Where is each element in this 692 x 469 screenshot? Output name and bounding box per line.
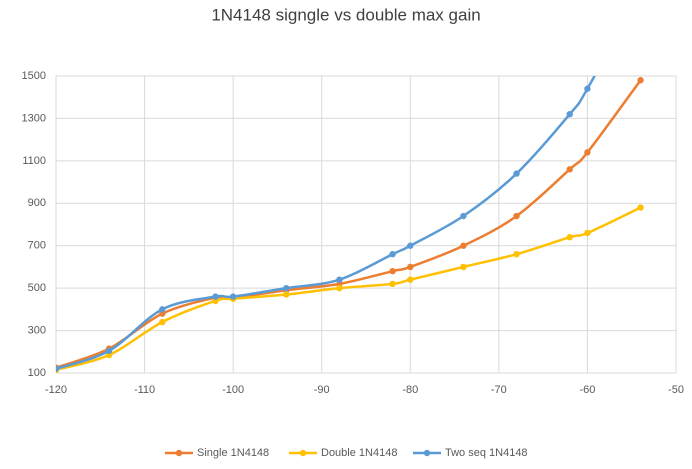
legend-label: Double 1N4148 [321,447,397,459]
data-point [283,284,290,292]
data-point [637,204,644,211]
x-tick-label: -100 [222,384,244,396]
data-point [566,166,573,173]
data-point [159,306,166,313]
y-tick-label: 300 [28,324,46,336]
x-tick-label: -120 [45,384,67,396]
x-tick-label: -90 [314,384,330,396]
data-point [159,318,166,326]
data-point [584,149,591,156]
data-point [407,242,414,249]
data-point [56,365,60,372]
y-tick-label: 1500 [22,70,46,82]
legend-marker [423,449,431,457]
legend-marker [299,449,307,457]
y-tick-label: 500 [28,282,46,294]
data-point [513,212,520,220]
y-tick-label: 100 [28,367,46,379]
x-tick-label: -50 [668,384,684,396]
legend: Single 1N4148 Double 1N4148 Two seq 1N4148 [165,447,528,459]
data-point [637,77,644,84]
legend-marker [175,449,183,457]
data-point [460,263,467,271]
data-point [407,276,414,283]
data-point [566,234,573,241]
data-point [389,251,396,258]
x-tick-label: -80 [402,384,418,396]
legend-label: Single 1N4148 [197,447,269,459]
x-tick-label: -110 [134,384,155,396]
data-point [460,242,467,249]
data-point [566,110,573,118]
y-tick-label: 1100 [22,155,46,167]
y-tick-label: 1300 [22,112,46,124]
x-tick-label: -60 [579,384,595,396]
grid: 100 300 500 700 900 1100 1300 1500 -120 -110 -100 -… [22,70,684,396]
data-point [212,293,219,300]
data-point [513,170,520,177]
data-point [460,212,467,220]
data-point [389,267,396,275]
y-tick-label: 700 [28,240,46,252]
legend-label: Two seq 1N4148 [445,447,528,459]
data-point [336,276,343,283]
data-point [336,284,343,292]
chart-title: 1N4148 signgle vs double max gain [211,5,480,24]
y-tick-label: 900 [28,197,46,209]
series-line [56,206,642,372]
data-point [584,229,591,237]
x-tick-label: -70 [491,384,507,396]
data-point [283,291,290,298]
plot-area [56,76,644,373]
data-point [105,347,113,354]
data-point [229,293,237,300]
data-point [513,251,520,258]
data-point [389,280,396,288]
data-point [584,85,591,92]
data-point [407,263,414,271]
